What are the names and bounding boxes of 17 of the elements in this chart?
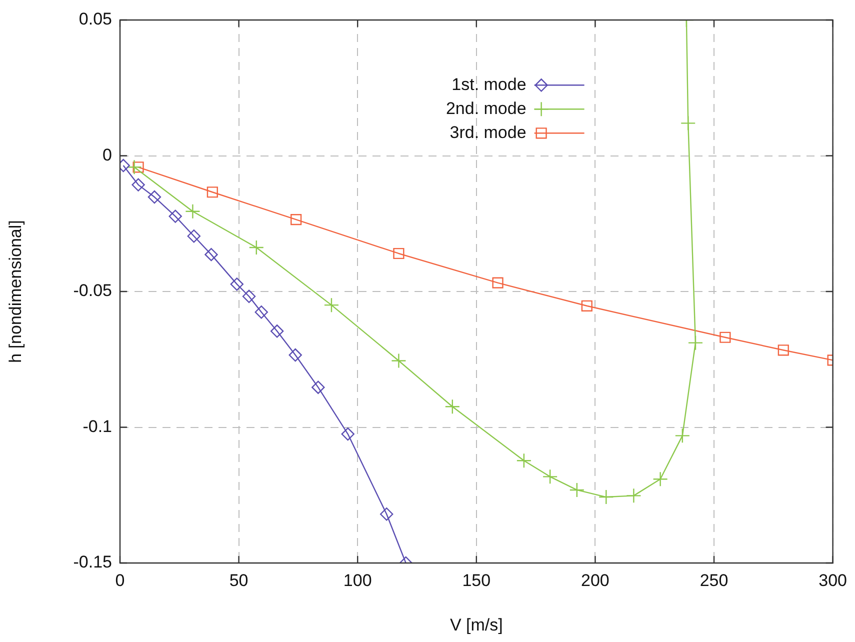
- x-tick-label: 0: [115, 570, 125, 590]
- y-tick-label: -0.05: [73, 281, 112, 300]
- y-tick-label: -0.15: [73, 552, 112, 572]
- y-tick-label: 0: [102, 145, 112, 164]
- x-tick-label: 50: [229, 570, 248, 590]
- x-tick-label: 100: [343, 570, 372, 590]
- y-tick-label: -0.1: [82, 416, 112, 436]
- legend-label: 2nd. mode: [446, 98, 526, 118]
- x-tick-label: 200: [581, 570, 610, 590]
- y-axis-title: h [nondimensional]: [6, 220, 25, 363]
- x-axis-title: V [m/s]: [450, 615, 503, 634]
- y-tick-label: 0.05: [78, 10, 112, 29]
- x-tick-label: 250: [700, 570, 728, 590]
- x-tick-label: 150: [462, 570, 491, 590]
- legend-label: 1st. mode: [452, 74, 526, 94]
- legend-label: 3rd. mode: [450, 122, 526, 142]
- x-tick-label: 300: [818, 570, 848, 590]
